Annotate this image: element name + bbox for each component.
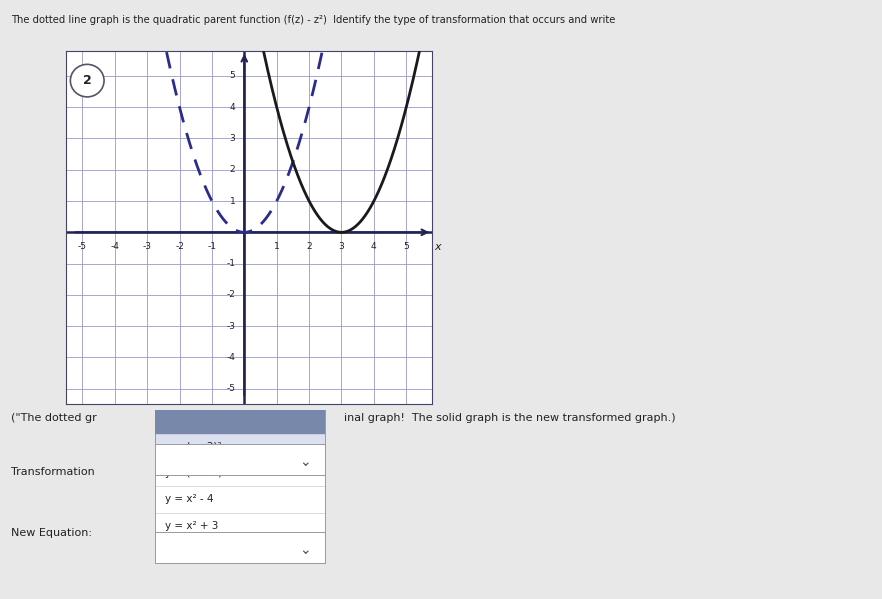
Text: 2: 2 (83, 74, 92, 87)
Text: The dotted line graph is the quadratic parent function (f(z) - z²)  Identify the: The dotted line graph is the quadratic p… (11, 15, 616, 25)
Bar (155, 410, 325, 434)
Text: -4: -4 (110, 243, 119, 252)
Text: y = (x + 4)²: y = (x + 4)² (166, 468, 227, 478)
Circle shape (71, 64, 104, 97)
Text: -3: -3 (227, 322, 235, 331)
Text: ("The dotted gr: ("The dotted gr (11, 413, 97, 423)
Text: 1: 1 (273, 243, 280, 252)
Text: Transformation: Transformation (11, 467, 95, 477)
Text: y = (x - 3)²: y = (x - 3)² (166, 441, 222, 452)
Text: 4: 4 (229, 102, 235, 111)
Text: -5: -5 (78, 243, 86, 252)
Text: -3: -3 (143, 243, 152, 252)
Text: -4: -4 (227, 353, 235, 362)
Text: 1: 1 (229, 196, 235, 205)
Text: inal graph!  The solid graph is the new transformed graph.): inal graph! The solid graph is the new t… (344, 413, 676, 423)
Text: ⌄: ⌄ (299, 543, 310, 557)
Text: 5: 5 (403, 243, 409, 252)
Text: -5: -5 (227, 384, 235, 393)
Bar (155, 434, 325, 460)
Text: New Equation:: New Equation: (11, 528, 93, 539)
Text: -2: -2 (227, 291, 235, 300)
Text: 3: 3 (339, 243, 344, 252)
Text: 2: 2 (229, 165, 235, 174)
Text: y = x² - 4: y = x² - 4 (166, 495, 214, 504)
Text: 3: 3 (229, 134, 235, 143)
Text: ⌄: ⌄ (299, 455, 310, 469)
Text: y = x² + 3: y = x² + 3 (166, 521, 219, 531)
Text: -2: -2 (176, 243, 184, 252)
Text: x: x (434, 241, 440, 252)
Text: 5: 5 (229, 71, 235, 80)
Text: 4: 4 (371, 243, 377, 252)
Text: 2: 2 (306, 243, 312, 252)
Text: -1: -1 (227, 259, 235, 268)
Text: -1: -1 (207, 243, 216, 252)
